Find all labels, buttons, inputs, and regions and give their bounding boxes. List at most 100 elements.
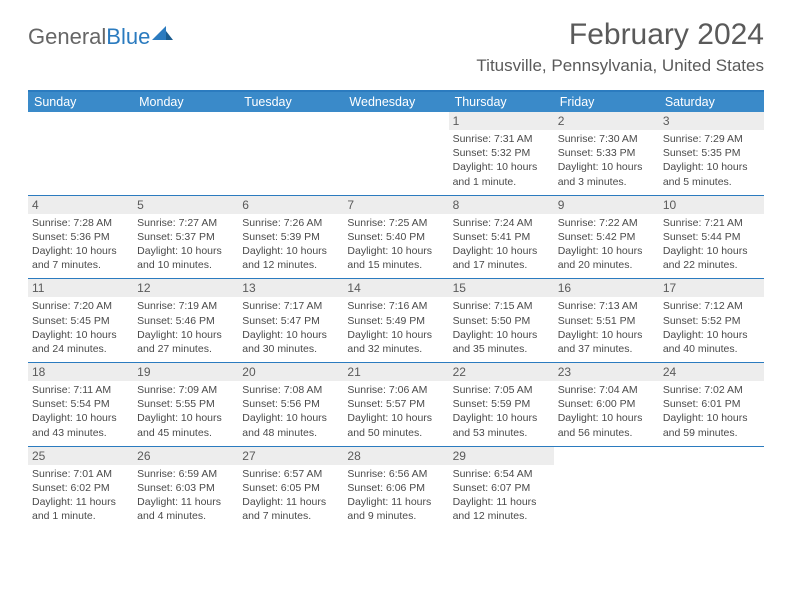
sunrise-text: Sunrise: 7:02 AM <box>663 383 760 397</box>
day-cell <box>343 112 448 195</box>
sunset-text: Sunset: 5:47 PM <box>242 314 339 328</box>
day-number: 26 <box>133 447 238 465</box>
sunrise-text: Sunrise: 7:17 AM <box>242 299 339 313</box>
sunrise-text: Sunrise: 7:25 AM <box>347 216 444 230</box>
daylight-text: Daylight: 10 hours and 7 minutes. <box>32 244 129 272</box>
day-number: 25 <box>28 447 133 465</box>
sunrise-text: Sunrise: 7:28 AM <box>32 216 129 230</box>
day-number: 14 <box>343 279 448 297</box>
sunrise-text: Sunrise: 7:21 AM <box>663 216 760 230</box>
day-number: 13 <box>238 279 343 297</box>
sunset-text: Sunset: 5:37 PM <box>137 230 234 244</box>
sunset-text: Sunset: 5:49 PM <box>347 314 444 328</box>
day-cell: 2Sunrise: 7:30 AMSunset: 5:33 PMDaylight… <box>554 112 659 195</box>
daylight-text: Daylight: 10 hours and 12 minutes. <box>242 244 339 272</box>
sunrise-text: Sunrise: 7:27 AM <box>137 216 234 230</box>
sunset-text: Sunset: 6:03 PM <box>137 481 234 495</box>
day-number: 18 <box>28 363 133 381</box>
day-cell: 11Sunrise: 7:20 AMSunset: 5:45 PMDayligh… <box>28 279 133 362</box>
dow-row: SundayMondayTuesdayWednesdayThursdayFrid… <box>28 92 764 112</box>
day-cell <box>133 112 238 195</box>
day-cell: 3 Sunrise: 7:29 AMSunset: 5:35 PMDaylight… <box>659 112 764 195</box>
daylight-text: Daylight: 11 hours and 1 minute. <box>32 495 129 523</box>
sunrise-text: Sunrise: 7:06 AM <box>347 383 444 397</box>
day-number: 20 <box>238 363 343 381</box>
week-row: 4Sunrise: 7:28 AMSunset: 5:36 PMDaylight… <box>28 195 764 279</box>
week-row: 1Sunrise: 7:31 AMSunset: 5:32 PMDaylight… <box>28 112 764 195</box>
sunset-text: Sunset: 6:05 PM <box>242 481 339 495</box>
dow-label: Friday <box>554 92 659 112</box>
day-cell: 10Sunrise: 7:21 AMSunset: 5:44 PMDayligh… <box>659 196 764 279</box>
dow-label: Wednesday <box>343 92 448 112</box>
day-cell: 19Sunrise: 7:09 AMSunset: 5:55 PMDayligh… <box>133 363 238 446</box>
dow-label: Monday <box>133 92 238 112</box>
day-cell <box>238 112 343 195</box>
week-row: 25Sunrise: 7:01 AMSunset: 6:02 PMDayligh… <box>28 446 764 530</box>
sunset-text: Sunset: 5:50 PM <box>453 314 550 328</box>
daylight-text: Daylight: 10 hours and 53 minutes. <box>453 411 550 439</box>
daylight-text: Daylight: 10 hours and 45 minutes. <box>137 411 234 439</box>
day-number: 6 <box>238 196 343 214</box>
day-number: 19 <box>133 363 238 381</box>
day-cell: 7Sunrise: 7:25 AMSunset: 5:40 PMDaylight… <box>343 196 448 279</box>
day-number: 5 <box>133 196 238 214</box>
day-number <box>659 447 764 465</box>
week-row: 11Sunrise: 7:20 AMSunset: 5:45 PMDayligh… <box>28 278 764 362</box>
daylight-text: Daylight: 10 hours and 35 minutes. <box>453 328 550 356</box>
day-number <box>343 112 448 130</box>
daylight-text: Daylight: 10 hours and 17 minutes. <box>453 244 550 272</box>
sunset-text: Sunset: 5:40 PM <box>347 230 444 244</box>
daylight-text: Daylight: 10 hours and 10 minutes. <box>137 244 234 272</box>
sunset-text: Sunset: 6:06 PM <box>347 481 444 495</box>
sunset-text: Sunset: 5:46 PM <box>137 314 234 328</box>
daylight-text: Daylight: 11 hours and 12 minutes. <box>453 495 550 523</box>
day-number <box>238 112 343 130</box>
day-number: 16 <box>554 279 659 297</box>
daylight-text: Daylight: 10 hours and 5 minutes. <box>663 160 760 188</box>
sunrise-text: Sunrise: 7:13 AM <box>558 299 655 313</box>
day-cell: 13Sunrise: 7:17 AMSunset: 5:47 PMDayligh… <box>238 279 343 362</box>
sunrise-text: Sunrise: 7:29 AM <box>663 132 760 146</box>
daylight-text: Daylight: 10 hours and 40 minutes. <box>663 328 760 356</box>
sunrise-text: Sunrise: 7:19 AM <box>137 299 234 313</box>
day-cell: 20Sunrise: 7:08 AMSunset: 5:56 PMDayligh… <box>238 363 343 446</box>
day-cell: 12Sunrise: 7:19 AMSunset: 5:46 PMDayligh… <box>133 279 238 362</box>
day-cell: 5 Sunrise: 7:27 AMSunset: 5:37 PMDaylight… <box>133 196 238 279</box>
day-cell: 18Sunrise: 7:11 AMSunset: 5:54 PMDayligh… <box>28 363 133 446</box>
day-cell: 29Sunrise: 6:54 AMSunset: 6:07 PMDayligh… <box>449 447 554 530</box>
day-number: 10 <box>659 196 764 214</box>
day-cell: 16Sunrise: 7:13 AMSunset: 5:51 PMDayligh… <box>554 279 659 362</box>
day-number: 24 <box>659 363 764 381</box>
day-cell: 23Sunrise: 7:04 AMSunset: 6:00 PMDayligh… <box>554 363 659 446</box>
dow-label: Thursday <box>449 92 554 112</box>
weeks-container: 1Sunrise: 7:31 AMSunset: 5:32 PMDaylight… <box>28 112 764 529</box>
sunrise-text: Sunrise: 7:01 AM <box>32 467 129 481</box>
sunset-text: Sunset: 6:02 PM <box>32 481 129 495</box>
day-cell: 25 Sunrise: 7:01 AMSunset: 6:02 PMDayligh… <box>28 447 133 530</box>
day-cell: 4Sunrise: 7:28 AMSunset: 5:36 PMDaylight… <box>28 196 133 279</box>
sunset-text: Sunset: 5:35 PM <box>663 146 760 160</box>
daylight-text: Daylight: 10 hours and 24 minutes. <box>32 328 129 356</box>
sunrise-text: Sunrise: 7:24 AM <box>453 216 550 230</box>
header: GeneralBlue February 2024 Titusville, Pe… <box>28 18 764 76</box>
sunset-text: Sunset: 6:00 PM <box>558 397 655 411</box>
day-cell: 17Sunrise: 7:12 AMSunset: 5:52 PMDayligh… <box>659 279 764 362</box>
daylight-text: Daylight: 11 hours and 7 minutes. <box>242 495 339 523</box>
day-number: 3 <box>659 112 764 130</box>
dow-label: Saturday <box>659 92 764 112</box>
logo-text-1: General <box>28 24 106 50</box>
month-title: February 2024 <box>476 18 764 52</box>
calendar: SundayMondayTuesdayWednesdayThursdayFrid… <box>28 90 764 529</box>
sunset-text: Sunset: 5:36 PM <box>32 230 129 244</box>
daylight-text: Daylight: 11 hours and 4 minutes. <box>137 495 234 523</box>
sunrise-text: Sunrise: 7:20 AM <box>32 299 129 313</box>
day-cell: 26Sunrise: 6:59 AMSunset: 6:03 PMDayligh… <box>133 447 238 530</box>
sunset-text: Sunset: 6:01 PM <box>663 397 760 411</box>
sunset-text: Sunset: 5:39 PM <box>242 230 339 244</box>
sunrise-text: Sunrise: 6:57 AM <box>242 467 339 481</box>
day-number <box>554 447 659 465</box>
logo: GeneralBlue <box>28 18 174 50</box>
day-number: 11 <box>28 279 133 297</box>
daylight-text: Daylight: 10 hours and 56 minutes. <box>558 411 655 439</box>
sunset-text: Sunset: 5:44 PM <box>663 230 760 244</box>
